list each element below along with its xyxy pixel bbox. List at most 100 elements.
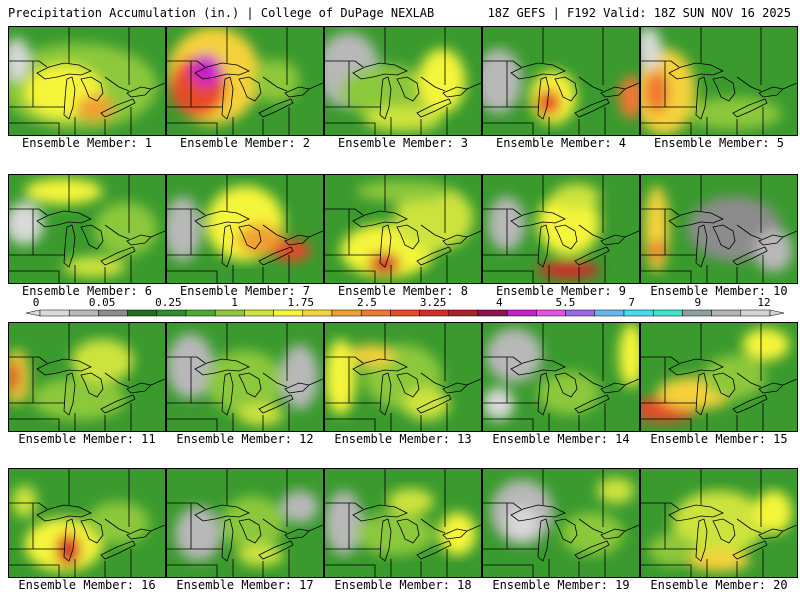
map-outline: [700, 323, 762, 381]
precip-area: [9, 360, 20, 394]
colorbar-swatch: [127, 309, 158, 317]
precip-area: [206, 350, 284, 415]
precip-map: [9, 27, 165, 135]
precip-area: [356, 180, 450, 202]
map-outline: [695, 372, 708, 416]
map-outline: [352, 504, 408, 522]
colorbar-swatch: [506, 309, 537, 317]
map-outline: [9, 61, 132, 135]
ensemble-member-panel-15: [640, 322, 798, 432]
colorbar-swatch: [68, 309, 99, 317]
ensemble-member-panel-10: [640, 174, 798, 284]
precip-map: [483, 27, 639, 135]
colorbar-swatch: [623, 309, 654, 317]
ensemble-member-panel-16: [8, 468, 166, 578]
map-outline: [641, 208, 797, 240]
precip-area: [280, 490, 319, 523]
map-outline: [600, 382, 626, 394]
map-outline: [221, 372, 234, 416]
ensemble-member-panel-1: [8, 26, 166, 136]
colorbar-swatch: [740, 309, 771, 317]
map-outline: [668, 210, 724, 228]
precip-map: [167, 175, 323, 283]
ensemble-member-label: Ensemble Member: 8: [337, 284, 469, 298]
colorbar-swatch: [39, 309, 70, 317]
precip-map: [483, 323, 639, 431]
colorbar-swatch: [360, 309, 391, 317]
map-outline: [712, 224, 736, 250]
map-outline: [63, 372, 76, 416]
colorbar-swatch: [682, 309, 712, 317]
map-outline: [554, 518, 578, 544]
map-outline: [510, 62, 566, 80]
colorbar-swatch: [331, 309, 362, 317]
precip-area: [561, 512, 624, 556]
map-outline: [483, 61, 606, 135]
map-outline: [695, 224, 708, 268]
map-outline: [732, 98, 768, 118]
map-outline: [100, 246, 136, 266]
map-outline: [554, 224, 578, 250]
ensemble-member-label: Ensemble Member: 6: [21, 284, 153, 298]
map-outline: [416, 540, 452, 560]
precip-map: [483, 469, 639, 577]
precip-area: [368, 252, 400, 275]
map-outline: [758, 528, 784, 540]
map-outline: [600, 528, 626, 540]
precip-area: [486, 328, 543, 383]
map-outline: [9, 503, 132, 577]
precip-area: [94, 202, 158, 256]
ensemble-member-panel-8: [324, 174, 482, 284]
map-outline: [325, 502, 481, 534]
colorbar-tick-label: 12: [757, 296, 770, 309]
map-outline: [442, 86, 468, 98]
map-outline: [167, 60, 323, 92]
precip-map: [167, 27, 323, 135]
map-outline: [126, 234, 152, 246]
map-outline: [574, 246, 610, 266]
precip-area: [537, 261, 600, 279]
map-outline: [325, 503, 448, 577]
map-outline: [194, 62, 250, 80]
map-outline: [379, 372, 392, 416]
precip-area: [618, 75, 639, 119]
map-outline: [510, 504, 566, 522]
precip-area: [9, 202, 44, 246]
colorbar-swatch: [273, 309, 304, 317]
ensemble-member-panel-12: [166, 322, 324, 432]
colorbar-swatch: [594, 309, 625, 317]
map-outline: [284, 528, 310, 540]
precip-area: [348, 344, 396, 367]
colorbar-swatch: [711, 309, 742, 317]
ensemble-member-panel-13: [324, 322, 482, 432]
map-outline: [126, 382, 152, 394]
map-outline: [167, 357, 290, 431]
ensemble-member-panel-5: [640, 26, 798, 136]
precip-map: [483, 175, 639, 283]
precip-area: [364, 105, 442, 132]
precip-map: [9, 469, 165, 577]
map-outline: [284, 86, 310, 98]
map-outline: [126, 86, 152, 98]
ensemble-member-label: Ensemble Member: 2: [179, 136, 311, 150]
map-outline: [238, 76, 262, 102]
map-outline: [167, 502, 323, 534]
map-outline: [36, 62, 92, 80]
map-outline: [325, 357, 448, 431]
precip-area: [237, 544, 284, 567]
map-outline: [126, 528, 152, 540]
colorbar-swatch: [214, 309, 245, 317]
map-outline: [68, 469, 130, 527]
precip-map: [9, 175, 165, 283]
precip-area: [687, 550, 751, 572]
ensemble-member-panel-18: [324, 468, 482, 578]
map-outline: [379, 224, 392, 268]
colorbar-tick-label: 0: [33, 296, 40, 309]
map-outline: [574, 540, 610, 560]
precip-area: [221, 496, 284, 550]
map-outline: [442, 382, 468, 394]
precip-area: [506, 506, 538, 540]
map-outline: [700, 469, 762, 527]
map-outline: [325, 209, 448, 283]
map-outline: [641, 60, 797, 92]
